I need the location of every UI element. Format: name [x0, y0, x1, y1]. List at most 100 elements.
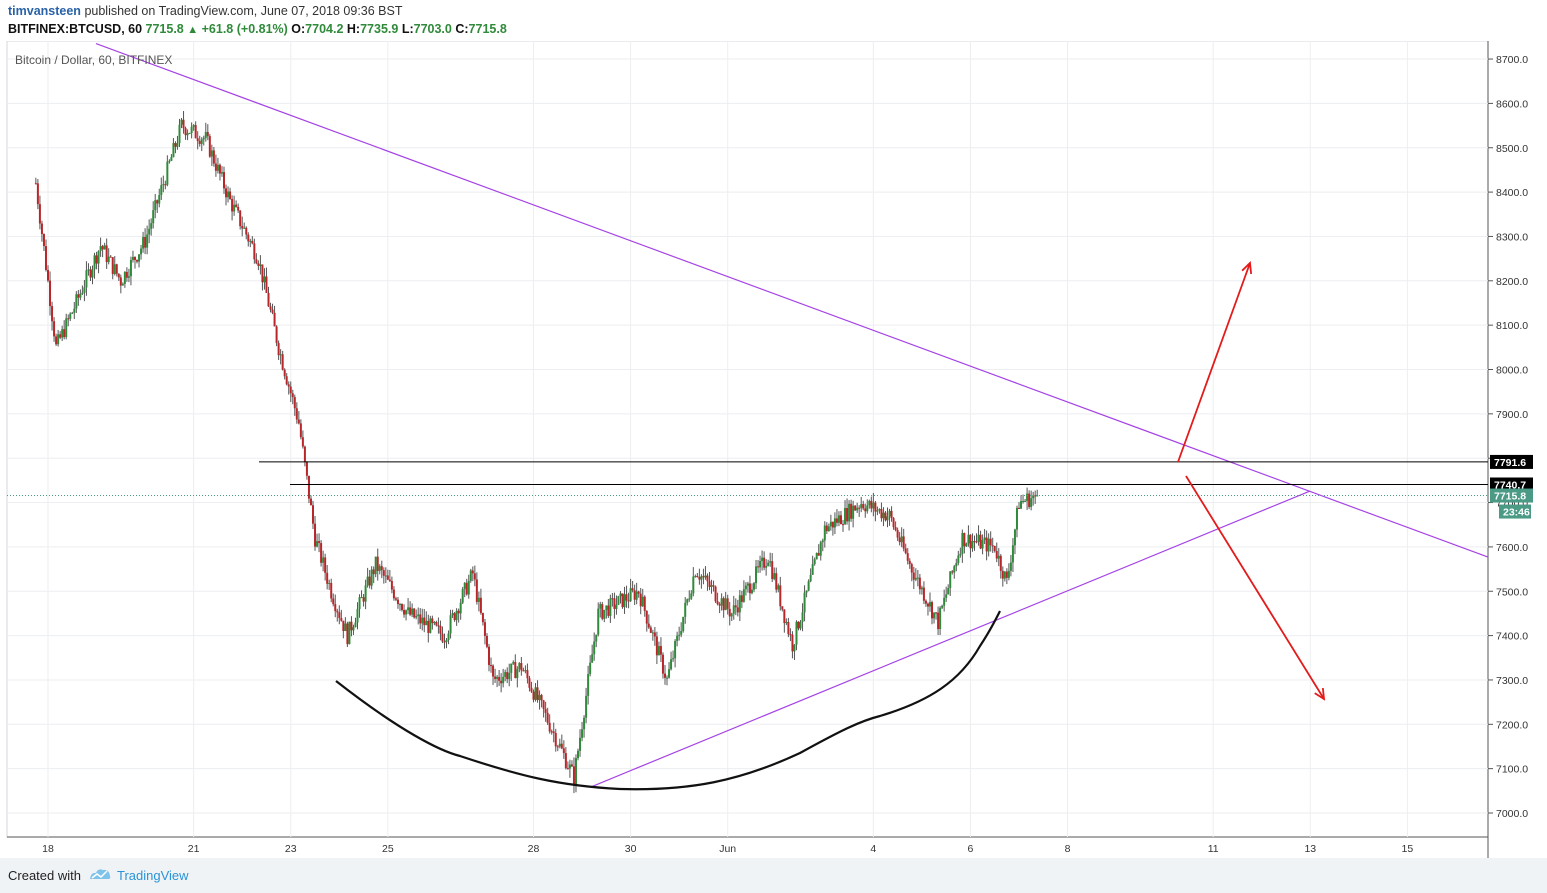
candle-body: [158, 195, 161, 204]
candle-body: [931, 602, 934, 619]
price-change: +61.8 (+0.81%): [201, 22, 288, 36]
candle-body: [312, 505, 315, 524]
candle-body: [386, 575, 389, 580]
candle-body: [714, 586, 717, 602]
candle-body: [417, 614, 420, 616]
candle-body: [872, 502, 875, 509]
candle-body: [1024, 500, 1027, 502]
candle-body: [718, 604, 721, 606]
candle-body: [67, 318, 70, 320]
candle-body: [682, 616, 685, 632]
candle-body: [160, 185, 163, 196]
candle-body: [463, 582, 466, 590]
candle-body: [750, 589, 753, 594]
candle-body: [97, 251, 100, 264]
candle-body: [85, 270, 88, 288]
candle-body: [372, 569, 375, 575]
candle-body: [603, 609, 606, 619]
candle-body: [993, 545, 996, 551]
candle-body: [1028, 493, 1031, 507]
candle-body: [728, 608, 731, 617]
candle-body: [356, 609, 359, 623]
candle-body: [700, 576, 703, 580]
breakout-up-arrow-head: [1241, 261, 1253, 275]
candle-body: [653, 632, 656, 637]
price-chart[interactable]: 8700.0 8600.0 8500.0 8400.0 8300.0 8200.0 8100…: [0, 41, 1547, 858]
candle-body: [103, 245, 106, 250]
candle-body: [787, 621, 790, 635]
y-tick-label: 8100.0: [1496, 320, 1528, 332]
candle-body: [249, 240, 252, 242]
candle-body: [156, 200, 159, 204]
candle-body: [192, 125, 195, 127]
candle-body: [985, 537, 988, 552]
plot-area[interactable]: [6, 41, 1489, 838]
candle-body: [510, 663, 513, 673]
candle-body: [170, 157, 173, 161]
candle-body: [904, 548, 907, 554]
candle-body: [518, 663, 521, 670]
candle-body: [225, 188, 228, 198]
candle-body: [261, 264, 264, 283]
y-tick-label: 8600.0: [1496, 98, 1528, 110]
candle-body: [324, 557, 327, 573]
candle-body: [125, 271, 128, 278]
candle-body: [902, 536, 905, 549]
candle-body: [945, 594, 948, 598]
candle-body: [362, 597, 365, 602]
candle-body: [848, 503, 851, 522]
candle-body: [609, 598, 612, 616]
candle-body: [566, 768, 569, 770]
candle-body: [115, 264, 118, 274]
candle-body: [227, 191, 230, 198]
candle-body: [668, 669, 671, 678]
candle-body: [506, 672, 509, 680]
candle-body: [585, 695, 588, 718]
price-axis[interactable]: [1489, 41, 1547, 837]
candle-body: [631, 588, 634, 591]
candle-body: [283, 369, 286, 377]
candle-body: [785, 621, 788, 624]
x-tick-label: Jun: [719, 843, 736, 855]
candle-body: [884, 512, 887, 521]
candle-body: [870, 500, 873, 509]
candle-body: [182, 119, 185, 129]
candle-body: [611, 598, 614, 600]
candle-body: [625, 594, 628, 601]
candle-body: [882, 512, 885, 519]
x-tick-label: 6: [968, 843, 974, 855]
candle-body: [492, 665, 495, 677]
candle-body: [461, 589, 464, 603]
candle-body: [233, 204, 236, 212]
candle-body: [405, 610, 408, 615]
candle-body: [583, 717, 586, 730]
candle-body: [833, 518, 836, 528]
tradingview-brand-link[interactable]: TradingView: [117, 868, 189, 883]
candle-body: [263, 276, 266, 283]
candle-body: [530, 687, 533, 692]
candle-body: [150, 223, 153, 229]
high-label: H:: [346, 22, 361, 36]
candle-body: [690, 593, 693, 599]
candle-body: [285, 376, 288, 385]
candle-body: [222, 172, 225, 189]
candle-body: [350, 621, 353, 631]
candle-body: [202, 137, 205, 140]
candle-body: [813, 559, 816, 565]
author-link[interactable]: timvansteen: [8, 4, 81, 18]
candle-body: [176, 143, 179, 147]
candle-body: [528, 678, 531, 688]
cup-pattern-curve: [335, 610, 1001, 791]
candle-body: [53, 321, 56, 337]
candle-body: [326, 572, 329, 584]
high-value: 7735.9: [360, 22, 399, 36]
candle-body: [639, 593, 642, 607]
candle-body: [241, 226, 244, 229]
candle-body: [314, 523, 317, 547]
candles: [34, 110, 1039, 794]
candle-body: [890, 510, 893, 519]
tradingview-logo-icon[interactable]: [88, 866, 112, 882]
candle-body: [1036, 495, 1039, 497]
candle-body: [999, 555, 1002, 571]
candle-body: [65, 318, 68, 338]
